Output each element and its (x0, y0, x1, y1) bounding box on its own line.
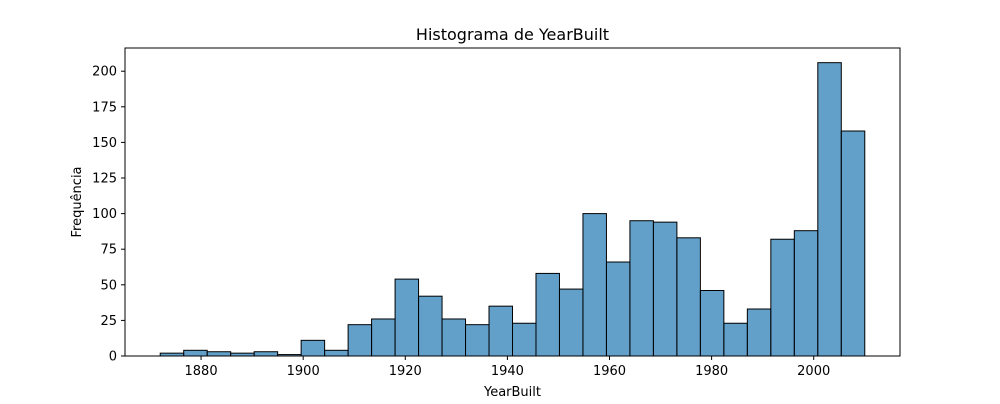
y-tick-label: 175 (92, 100, 117, 115)
y-tick-label: 100 (92, 207, 117, 222)
plot-frame (124, 47, 901, 357)
histogram-bar (723, 322, 748, 357)
histogram-bar (300, 339, 326, 357)
y-ticks-group: 0 25 50 75 100 125 150 175 200 (92, 65, 125, 365)
histogram-bar (488, 305, 513, 357)
histogram-bar (206, 351, 232, 357)
y-tick-label: 25 (100, 314, 117, 329)
histogram-bar (793, 230, 819, 357)
histogram-bar (605, 261, 631, 357)
histogram-bar (535, 272, 560, 357)
histogram-bar (347, 324, 373, 357)
x-tick-label: 1920 (389, 364, 422, 379)
y-tick-label: 75 (100, 243, 117, 258)
histogram-bar (652, 221, 678, 357)
histogram-bar (840, 130, 866, 357)
histogram-bar (183, 349, 208, 357)
x-axis-label: YearBuilt (483, 385, 541, 400)
x-tick-label: 1880 (185, 364, 218, 379)
histogram-bar (465, 324, 490, 357)
histogram-bar (746, 308, 772, 357)
x-tick-label: 1940 (491, 364, 524, 379)
chart-title: Histograma de YearBuilt (416, 25, 609, 44)
y-tick-label: 50 (100, 278, 117, 293)
histogram-bar (817, 62, 842, 357)
histogram-bar (558, 288, 584, 357)
histogram-bar (770, 238, 795, 357)
y-tick-label: 0 (109, 350, 117, 365)
histogram-bar (699, 289, 725, 357)
y-tick-label: 150 (92, 136, 117, 151)
histogram-bar (512, 322, 537, 357)
histogram-bar (371, 318, 396, 357)
histogram-bar (441, 318, 467, 357)
y-tick-label: 200 (92, 65, 117, 80)
x-tick-label: 1980 (695, 364, 728, 379)
histogram-bar (582, 213, 607, 357)
y-axis-label: Frequência (70, 166, 85, 237)
x-tick-label: 1900 (287, 364, 320, 379)
histogram-bar (394, 278, 420, 357)
histogram-bar (629, 220, 654, 357)
y-tick-label: 125 (92, 172, 117, 187)
histogram-bar (418, 295, 443, 357)
x-tick-label: 1960 (593, 364, 626, 379)
histogram-bar (676, 237, 701, 357)
x-ticks-group: 1880 1900 1920 1940 1960 1980 2000 (185, 356, 830, 379)
x-tick-label: 2000 (797, 364, 830, 379)
histogram-bar (253, 351, 279, 357)
histogram-bar (324, 349, 349, 357)
